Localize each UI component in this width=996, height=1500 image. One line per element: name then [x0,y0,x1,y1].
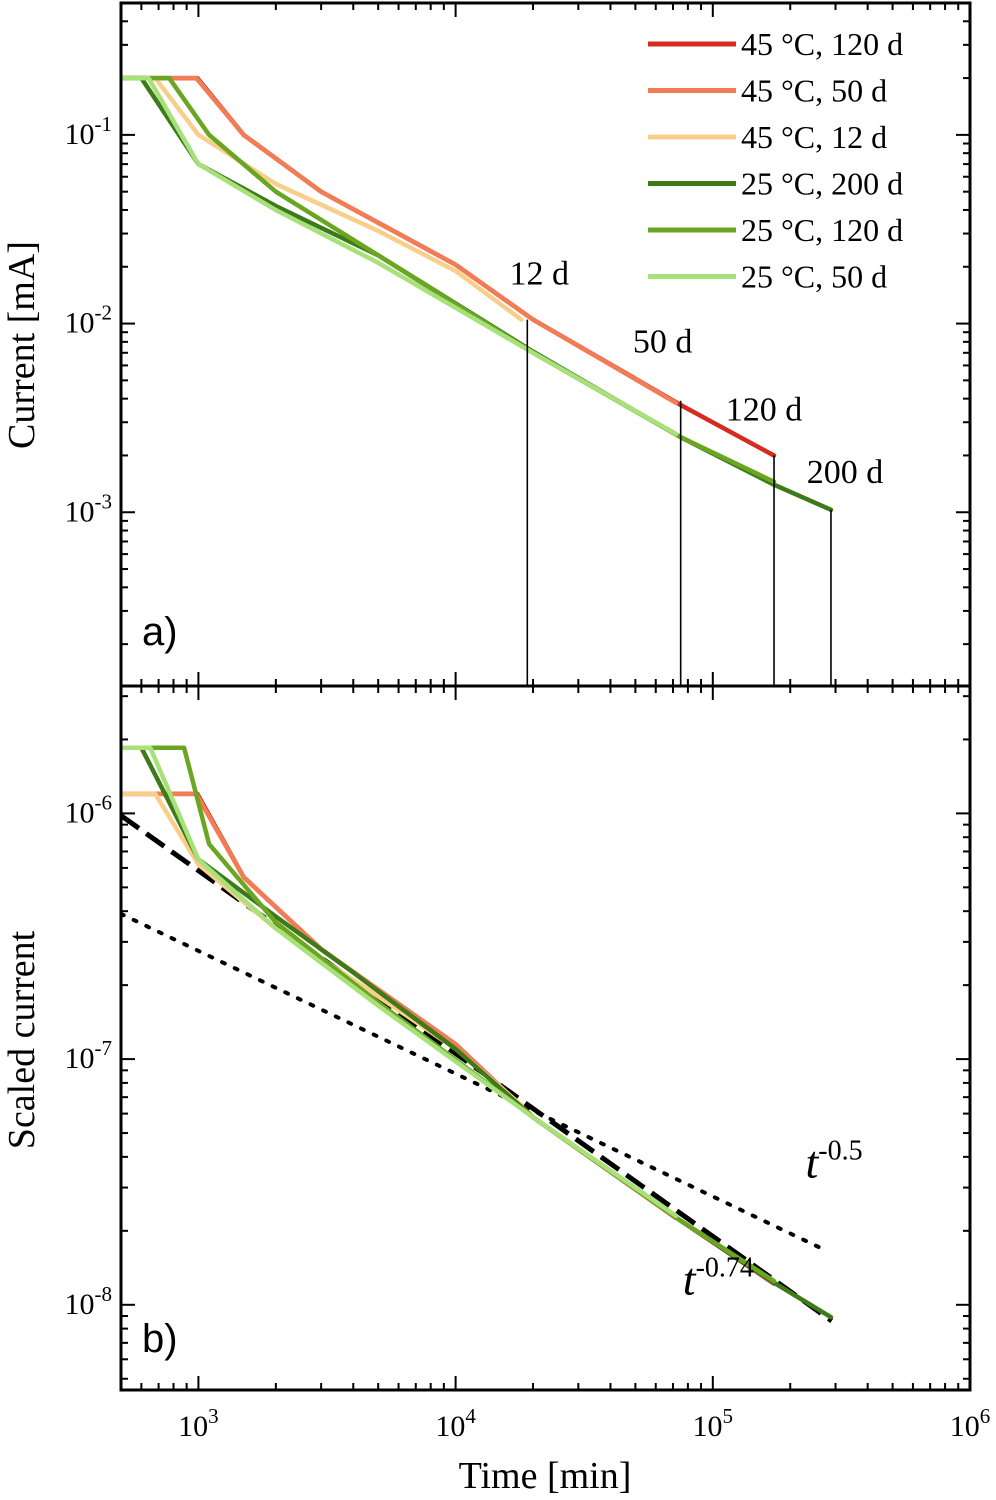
legend-label: 45 °C, 120 d [741,26,903,62]
panel-a-label: a) [142,610,178,654]
duration-label: 200 d [807,454,884,491]
panel-b-ticks: 10-6 10-7 10-8 [65,686,971,1390]
series-line-25-c-200-d [121,745,834,1320]
panel-a-ylabel: Current [mA] [1,241,43,449]
x-tick-label: 105 [693,1404,734,1443]
panel-b-fit-labels: t-0.74 t-0.5 [683,1135,863,1304]
series-line-45-c-50-d [121,75,679,406]
panel-b-label: b) [142,1317,178,1361]
fit-label: t-0.5 [806,1135,863,1187]
series-line-25-c-120-d [121,745,777,1284]
panel-b-ylabel: Scaled current [1,930,43,1149]
series-line-25-c-200-d [121,75,834,513]
x-tick-label: 103 [178,1404,219,1443]
y-tick-label: 10-2 [65,301,113,340]
legend-label: 25 °C, 120 d [741,212,903,248]
duration-label: 50 d [633,324,693,361]
panel-a-series [121,75,834,513]
power-law-fit-dotted [121,911,830,1254]
legend-label: 25 °C, 200 d [741,166,903,202]
x-tick-label: 106 [950,1404,991,1443]
x-tick-labels: 103 104 105 106 [178,1404,990,1443]
panel-b: 10-610-710-8 t-0.74t-0.5 Scaled current … [1,686,971,1390]
series-line-45-c-12-d [121,75,524,322]
legend-label: 45 °C, 50 d [741,73,887,109]
y-tick-label: 10-3 [65,489,113,528]
panel-b-series [121,745,834,1320]
series-line-25-c-50-d [121,75,679,437]
x-axis-label: Time [min] [459,1455,632,1497]
panel-b-frame [119,684,972,1392]
y-tick-label: 10-1 [65,112,113,151]
legend: 45 °C, 120 d 45 °C, 50 d 45 °C, 12 d 25 °C,… [648,26,903,295]
duration-label: 120 d [726,391,803,428]
duration-label: 12 d [510,256,570,293]
legend-label: 25 °C, 50 d [741,259,887,295]
legend-label: 45 °C, 12 d [741,119,887,155]
y-tick-label: 10-8 [65,1282,113,1321]
fit-label: t-0.74 [683,1253,754,1305]
y-tick-label: 10-7 [65,1036,113,1075]
series-line-25-c-50-d [121,745,679,1219]
x-tick-label: 104 [435,1404,476,1443]
y-tick-label: 10-6 [65,790,113,829]
